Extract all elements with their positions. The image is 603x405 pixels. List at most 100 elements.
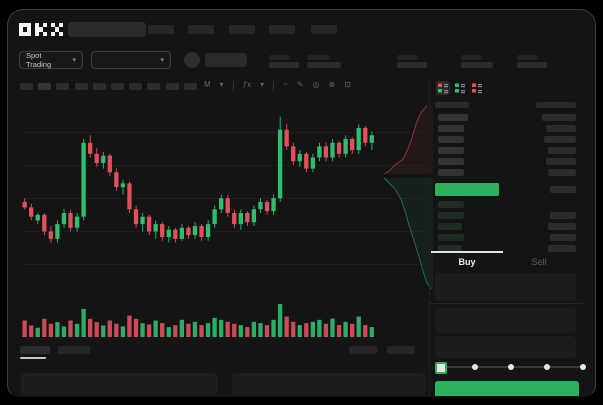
timeframe-pill[interactable] — [165, 83, 179, 90]
timeframe-pill[interactable] — [20, 83, 33, 90]
market-type-dropdown[interactable]: Spot Trading ▾ — [19, 51, 83, 69]
gridline — [21, 165, 428, 166]
candlestick-chart[interactable] — [21, 99, 377, 291]
chart-footer-action[interactable] — [387, 346, 415, 354]
ask-price-bar[interactable] — [438, 158, 464, 165]
chevron-down-icon[interactable]: ▾ — [260, 80, 265, 89]
timeframe-pill[interactable] — [183, 83, 197, 90]
chart-footer-tab[interactable] — [58, 346, 90, 354]
bottom-panel-right[interactable] — [232, 373, 426, 395]
bid-price-bar[interactable] — [438, 212, 464, 219]
tab-sell[interactable]: Sell — [531, 257, 547, 267]
stat-value-placeholder — [397, 62, 427, 68]
slider-stop-25[interactable] — [472, 364, 478, 370]
slider-stop-75[interactable] — [544, 364, 550, 370]
bid-amount-bar — [548, 223, 576, 230]
market-type-label: Spot Trading — [26, 51, 52, 69]
timeframe-pill[interactable] — [129, 83, 143, 90]
line-tool-icon[interactable]: ~ — [283, 80, 288, 89]
stat-value-placeholder — [269, 62, 299, 68]
nav-item-placeholder[interactable] — [229, 25, 255, 34]
right-panel-divider — [429, 76, 430, 396]
bid-price-bar[interactable] — [438, 223, 462, 230]
stat-label-placeholder — [269, 55, 289, 60]
active-tab-indicator — [431, 251, 503, 253]
chevron-down-icon[interactable]: ▾ — [219, 80, 224, 89]
bid-amount-bar — [550, 234, 576, 241]
timeframe-pill[interactable] — [92, 83, 106, 90]
bid-amount-bar — [550, 212, 576, 219]
ask-amount-bar — [546, 125, 576, 132]
stat-label-placeholder — [461, 55, 481, 60]
chart-footer-tab[interactable] — [20, 346, 50, 354]
ask-amount-bar — [546, 158, 576, 165]
gridline — [21, 198, 428, 199]
chart-footer-action[interactable] — [349, 346, 377, 354]
ask-price-bar[interactable] — [438, 114, 468, 121]
timeframe-pill[interactable] — [111, 83, 124, 90]
ask-amount-bar — [548, 147, 576, 154]
bid-price-bar[interactable] — [438, 201, 464, 208]
stat-label-placeholder — [397, 55, 417, 60]
column-header-price-placeholder — [435, 102, 469, 108]
pair-name-placeholder — [205, 53, 247, 67]
nav-item-placeholder[interactable] — [311, 25, 337, 34]
order-book-combined-icon[interactable] — [436, 81, 450, 95]
order-book-asks-icon[interactable] — [470, 81, 484, 95]
order-book-bids-icon[interactable] — [453, 81, 467, 95]
bid-price-bar[interactable] — [438, 245, 462, 252]
fullscreen-icon[interactable]: ⊡ — [344, 80, 351, 89]
nav-item-placeholder[interactable] — [269, 25, 295, 34]
column-header-amount-placeholder — [536, 102, 576, 108]
stat-value-placeholder — [517, 62, 547, 68]
timeframe-pill[interactable] — [74, 83, 88, 90]
app-window: Spot Trading ▾ ▾ M ▾ ƒx ▾ ~ ✎ ◎ ⊗ ⊡ Buy Sell — [7, 9, 596, 397]
gridline — [21, 231, 428, 232]
slider-stop-50[interactable] — [508, 364, 514, 370]
chevron-down-icon: ▾ — [160, 57, 164, 64]
slider-stop-100[interactable] — [580, 364, 586, 370]
ask-amount-bar — [548, 169, 576, 176]
timeframe-pill[interactable] — [147, 83, 161, 90]
depth-overlay — [383, 104, 433, 290]
bottom-panel-left[interactable] — [21, 373, 218, 395]
chart-type-select[interactable]: M — [204, 80, 211, 89]
order-amount-field[interactable] — [435, 308, 576, 333]
timeframe-pill[interactable] — [56, 83, 70, 90]
stat-label-placeholder — [517, 55, 537, 60]
last-price-bar[interactable] — [435, 183, 499, 196]
chart-footer-tab-indicator — [20, 357, 46, 359]
draw-tool-icon[interactable]: ✎ — [296, 80, 304, 89]
ask-price-bar[interactable] — [438, 125, 464, 132]
gridline — [21, 132, 428, 133]
pair-selector-dropdown[interactable]: ▾ — [91, 51, 171, 69]
ask-amount-bar — [544, 136, 576, 143]
coin-avatar — [184, 52, 200, 68]
ask-amount-bar — [542, 114, 576, 121]
stat-label-placeholder — [307, 55, 329, 60]
bid-price-bar[interactable] — [438, 234, 464, 241]
amount-slider-handle[interactable] — [435, 362, 447, 374]
chart-tools: M ▾ ƒx ▾ ~ ✎ ◎ ⊗ ⊡ — [204, 78, 351, 92]
timeframe-pill[interactable] — [38, 83, 52, 90]
bid-amount-bar — [548, 245, 576, 252]
okx-logo — [19, 23, 63, 36]
gridline — [21, 264, 428, 265]
toolbar-divider — [232, 81, 234, 91]
buy-submit-button[interactable] — [435, 381, 579, 396]
order-price-field[interactable] — [435, 273, 576, 301]
ask-price-bar[interactable] — [438, 169, 464, 176]
last-price-amount-bar — [550, 186, 576, 193]
nav-item-placeholder[interactable] — [148, 25, 174, 34]
screenshot-icon[interactable]: ◎ — [312, 80, 320, 89]
ask-price-bar[interactable] — [438, 147, 464, 154]
reset-icon[interactable]: ⊗ — [328, 80, 336, 89]
nav-item-placeholder[interactable] — [188, 25, 214, 34]
ask-price-bar[interactable] — [438, 136, 464, 143]
order-total-field[interactable] — [435, 336, 576, 358]
search-input[interactable] — [68, 22, 146, 37]
toolbar-divider — [273, 81, 275, 91]
tab-buy[interactable]: Buy — [458, 257, 476, 267]
indicators-select[interactable]: ƒx — [242, 80, 252, 89]
chevron-down-icon: ▾ — [72, 57, 76, 64]
